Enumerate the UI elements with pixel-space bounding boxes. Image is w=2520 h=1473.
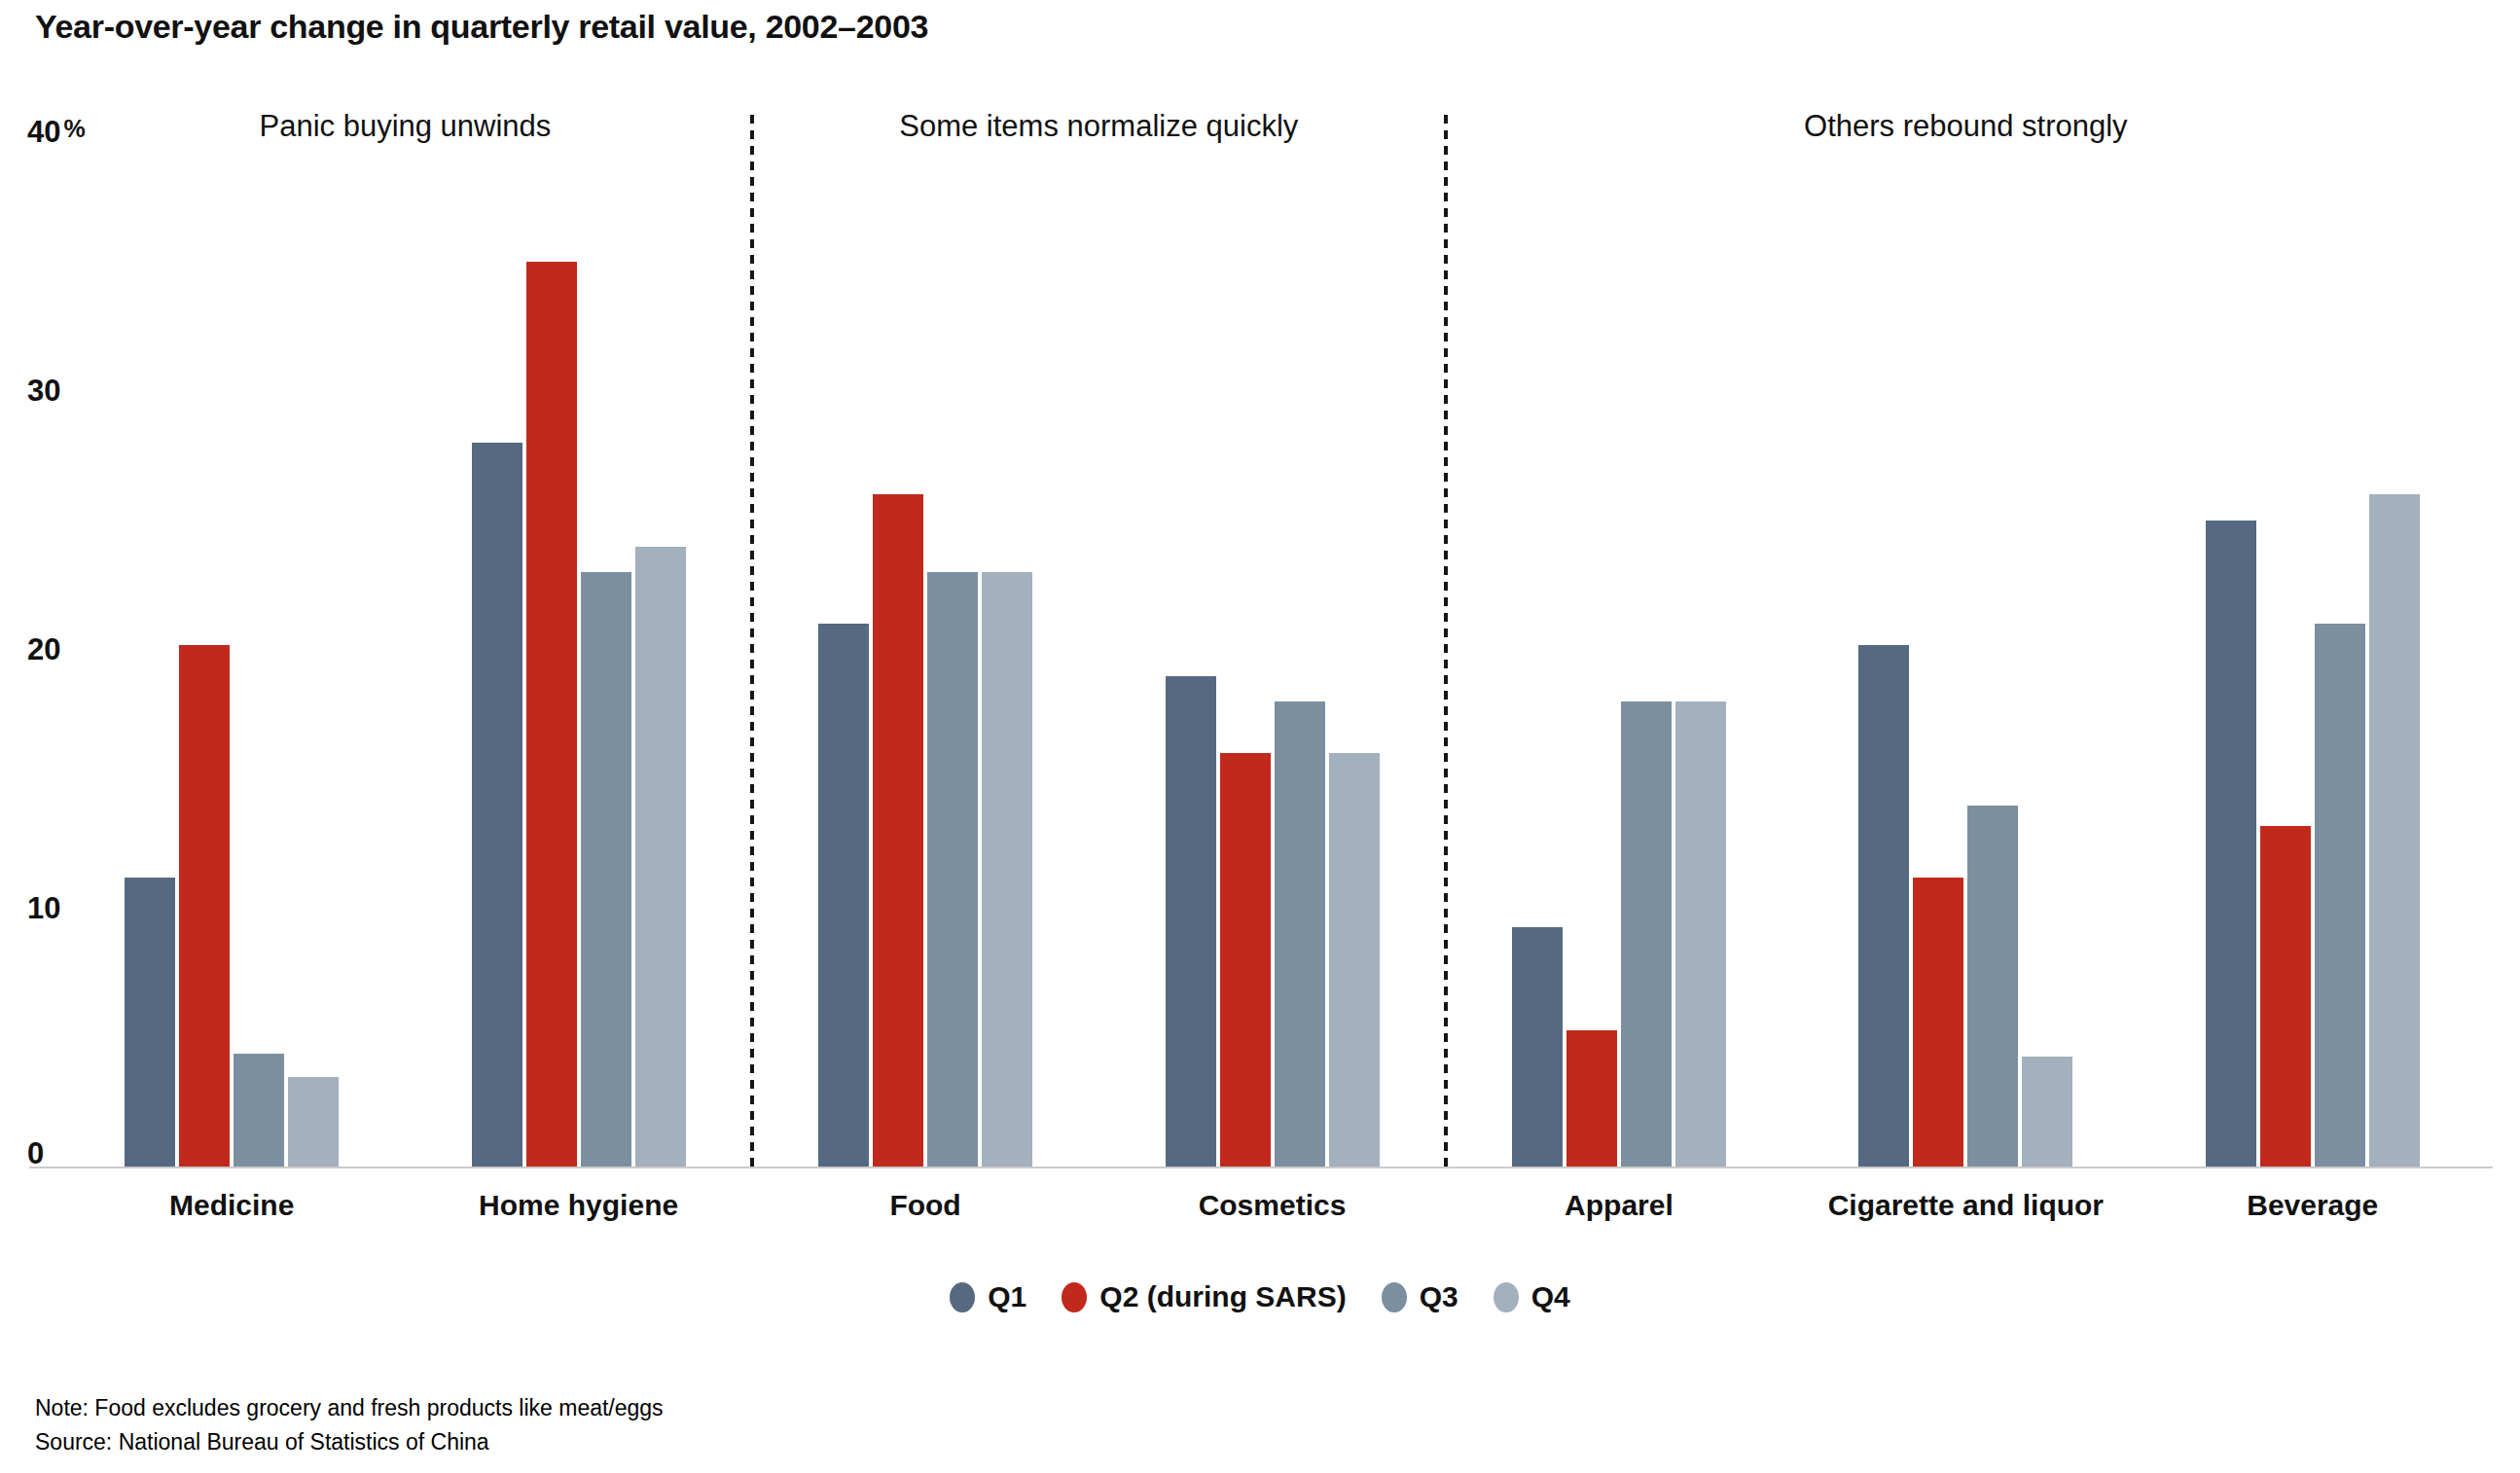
y-tick-10: 10 (27, 891, 60, 926)
bar-medicine-q3 (234, 1054, 284, 1168)
note-text: Note: Food excludes grocery and fresh pr… (35, 1395, 664, 1421)
source-text: Source: National Bureau of Statistics of… (35, 1429, 489, 1455)
bar-group-cosmetics (1166, 132, 1380, 1168)
legend-label-q3: Q3 (1420, 1280, 1458, 1313)
bar-apparel-q3 (1621, 701, 1672, 1168)
legend-item-q3: Q3 (1382, 1280, 1458, 1313)
legend-dot-icon-q2-during-sars (1062, 1282, 1087, 1312)
bar-group-medicine (125, 132, 339, 1168)
category-label-apparel: Apparel (1446, 1189, 1792, 1222)
bar-beverage-q3 (2315, 624, 2365, 1168)
y-tick-20: 20 (27, 632, 60, 667)
section-divider-1 (750, 115, 754, 1168)
bar-food-q3 (927, 572, 978, 1168)
bar-group-home-hygiene (472, 132, 686, 1168)
bar-apparel-q4 (1675, 701, 1726, 1168)
bar-food-q2-during-sars (873, 494, 923, 1168)
bar-food-q4 (982, 572, 1032, 1168)
bar-cigarette-and-liquor-q1 (1858, 645, 1909, 1168)
x-axis-line (29, 1167, 2493, 1168)
legend-item-q4: Q4 (1494, 1280, 1570, 1313)
chart-title: Year-over-year change in quarterly retai… (35, 8, 928, 46)
bar-medicine-q4 (288, 1077, 339, 1168)
category-label-cigarette-and-liquor: Cigarette and liquor (1792, 1189, 2139, 1222)
bar-cigarette-and-liquor-q3 (1967, 806, 2018, 1168)
bar-medicine-q1 (125, 878, 175, 1168)
bar-apparel-q1 (1512, 927, 1563, 1168)
bar-cigarette-and-liquor-q4 (2022, 1057, 2072, 1168)
legend-label-q4: Q4 (1531, 1280, 1570, 1313)
legend-item-q2-during-sars: Q2 (during SARS) (1062, 1280, 1346, 1313)
percent-sign: % (63, 115, 85, 142)
category-label-food: Food (752, 1189, 1098, 1222)
bar-home-hygiene-q4 (635, 547, 686, 1168)
legend-label-q1: Q1 (988, 1280, 1026, 1313)
bar-cosmetics-q4 (1329, 753, 1380, 1168)
bar-group-apparel (1512, 132, 1726, 1168)
category-label-home-hygiene: Home hygiene (405, 1189, 751, 1222)
legend-dot-icon-q1 (950, 1282, 975, 1312)
bar-home-hygiene-q1 (472, 443, 522, 1168)
bar-cosmetics-q2-during-sars (1220, 753, 1271, 1168)
bar-group-food (818, 132, 1032, 1168)
chart-canvas: Year-over-year change in quarterly retai… (0, 0, 2520, 1473)
category-label-medicine: Medicine (58, 1189, 405, 1222)
bar-group-cigarette-and-liquor (1858, 132, 2072, 1168)
bar-home-hygiene-q2-during-sars (526, 262, 577, 1168)
category-label-cosmetics: Cosmetics (1098, 1189, 1445, 1222)
legend: Q1 Q2 (during SARS) Q3 Q4 (0, 1280, 2520, 1313)
section-divider-2 (1444, 115, 1448, 1168)
bar-beverage-q1 (2206, 521, 2256, 1168)
bar-beverage-q2-during-sars (2260, 826, 2311, 1168)
bar-beverage-q4 (2369, 494, 2420, 1168)
bar-cosmetics-q1 (1166, 676, 1216, 1168)
bar-cosmetics-q3 (1275, 701, 1325, 1168)
y-tick-40: 40% (27, 115, 86, 150)
legend-dot-icon-q3 (1382, 1282, 1407, 1312)
bar-cigarette-and-liquor-q2-during-sars (1913, 878, 1963, 1168)
bar-home-hygiene-q3 (581, 572, 631, 1168)
bar-medicine-q2-during-sars (179, 645, 230, 1168)
legend-item-q1: Q1 (950, 1280, 1026, 1313)
bar-food-q1 (818, 624, 869, 1168)
bar-group-beverage (2206, 132, 2420, 1168)
legend-label-q2-during-sars: Q2 (during SARS) (1099, 1280, 1346, 1313)
category-label-beverage: Beverage (2140, 1189, 2486, 1222)
bar-apparel-q2-during-sars (1566, 1030, 1617, 1168)
legend-dot-icon-q4 (1494, 1282, 1519, 1312)
y-tick-30: 30 (27, 374, 60, 409)
